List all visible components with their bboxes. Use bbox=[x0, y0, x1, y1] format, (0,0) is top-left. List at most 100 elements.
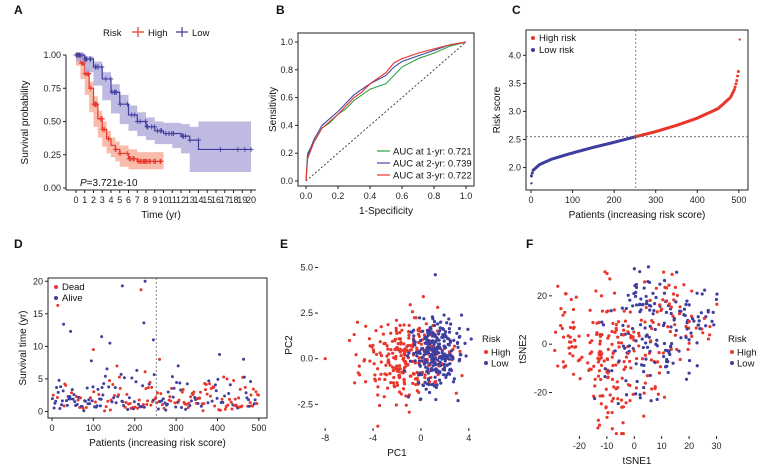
tsne-point bbox=[574, 345, 578, 349]
legend-symbol-high bbox=[132, 27, 144, 37]
status-point bbox=[71, 397, 75, 401]
tsne-point bbox=[708, 333, 712, 337]
x-axis-label: Time (yr) bbox=[141, 210, 181, 221]
plot-frame bbox=[47, 277, 268, 419]
pca-point-low bbox=[447, 357, 451, 361]
status-point bbox=[65, 403, 69, 407]
pca-point-high bbox=[415, 370, 419, 375]
censor-mark bbox=[132, 112, 138, 118]
tsne-point bbox=[638, 310, 642, 314]
status-point bbox=[252, 402, 256, 406]
status-point bbox=[105, 367, 109, 371]
x-axis-label: Patients (increasing risk score) bbox=[89, 438, 226, 449]
tsne-point bbox=[606, 376, 610, 380]
tsne-point bbox=[643, 320, 647, 324]
status-point bbox=[79, 396, 83, 400]
tsne-point bbox=[643, 280, 647, 284]
censor-mark bbox=[98, 116, 104, 122]
pca-point bbox=[355, 320, 360, 324]
tsne-point bbox=[632, 291, 636, 296]
pca-point-high bbox=[460, 373, 464, 378]
status-point bbox=[108, 408, 112, 412]
status-point bbox=[99, 397, 103, 401]
pca-point-low bbox=[424, 365, 428, 369]
pca-point-high bbox=[404, 403, 408, 407]
pca-point-low bbox=[409, 330, 413, 334]
y-tick-label: 5 bbox=[38, 374, 43, 384]
status-point bbox=[247, 398, 251, 402]
pca-point-low bbox=[418, 371, 422, 375]
status-point bbox=[168, 395, 172, 399]
pca-point-high bbox=[452, 344, 457, 348]
status-point bbox=[223, 394, 227, 398]
status-point bbox=[225, 377, 229, 381]
status-point bbox=[136, 402, 140, 406]
tsne-point bbox=[605, 271, 609, 276]
tsne-point bbox=[654, 286, 658, 290]
tsne-point bbox=[678, 309, 682, 313]
pca-point-low bbox=[430, 383, 434, 387]
pca-point-high bbox=[423, 375, 427, 380]
status-point bbox=[196, 402, 200, 406]
pca-point-high bbox=[379, 353, 384, 358]
legend-label-high: High bbox=[737, 348, 757, 359]
pca-point-low bbox=[448, 367, 453, 371]
status-point bbox=[198, 396, 202, 400]
tsne-point bbox=[573, 338, 577, 343]
tsne-point bbox=[651, 320, 655, 324]
tsne-point bbox=[610, 427, 614, 431]
pca-point-low bbox=[442, 362, 446, 367]
pca-point-high bbox=[417, 334, 421, 338]
pca-point-high bbox=[389, 348, 393, 352]
status-point bbox=[243, 385, 247, 389]
status-point bbox=[253, 398, 257, 402]
tsne-point bbox=[658, 365, 663, 369]
status-point bbox=[62, 404, 66, 408]
status-point bbox=[176, 364, 180, 368]
tsne-point bbox=[678, 357, 682, 362]
censor-mark bbox=[195, 137, 201, 143]
status-point bbox=[172, 386, 176, 390]
status-point bbox=[151, 338, 155, 342]
tsne-point bbox=[553, 348, 557, 353]
status-point bbox=[191, 393, 195, 397]
tsne-point bbox=[638, 323, 643, 327]
pca-point-low bbox=[427, 340, 431, 344]
pca-point-low bbox=[442, 368, 447, 372]
tsne-point bbox=[657, 322, 661, 327]
pca-point-high bbox=[392, 375, 396, 380]
tsne-point bbox=[652, 302, 657, 306]
x-tick-label: -20 bbox=[573, 441, 586, 451]
censor-mark bbox=[157, 158, 163, 164]
status-point bbox=[118, 386, 122, 390]
tsne-point bbox=[626, 293, 630, 297]
pca-point bbox=[433, 273, 437, 277]
tsne-point bbox=[662, 321, 666, 325]
tsne-point bbox=[647, 335, 651, 339]
tsne-point bbox=[622, 309, 626, 313]
tsne-point bbox=[695, 341, 699, 345]
pca-point-low bbox=[452, 377, 456, 381]
pca-point-high bbox=[364, 324, 368, 328]
x-tick-label: 0.2 bbox=[332, 191, 345, 201]
tsne-point bbox=[662, 395, 667, 399]
status-point bbox=[103, 409, 107, 413]
pca-point-low bbox=[405, 354, 410, 358]
tsne-point bbox=[687, 303, 691, 307]
status-point bbox=[108, 379, 112, 383]
x-tick-label: 500 bbox=[731, 195, 746, 205]
pca-point-low bbox=[456, 345, 460, 349]
status-point bbox=[91, 385, 95, 389]
tsne-point bbox=[571, 326, 575, 331]
pca-point-high bbox=[383, 372, 387, 376]
status-point bbox=[101, 393, 105, 397]
x-tick-label: 4 bbox=[466, 433, 471, 443]
censor-mark bbox=[242, 146, 248, 152]
y-axis-label: Risk score bbox=[492, 86, 503, 133]
pca-point-high bbox=[377, 377, 381, 381]
censor-mark bbox=[152, 124, 158, 130]
tsne-point bbox=[684, 302, 688, 307]
tsne-point bbox=[653, 327, 657, 332]
tsne-point bbox=[578, 357, 582, 362]
status-point bbox=[179, 388, 183, 392]
